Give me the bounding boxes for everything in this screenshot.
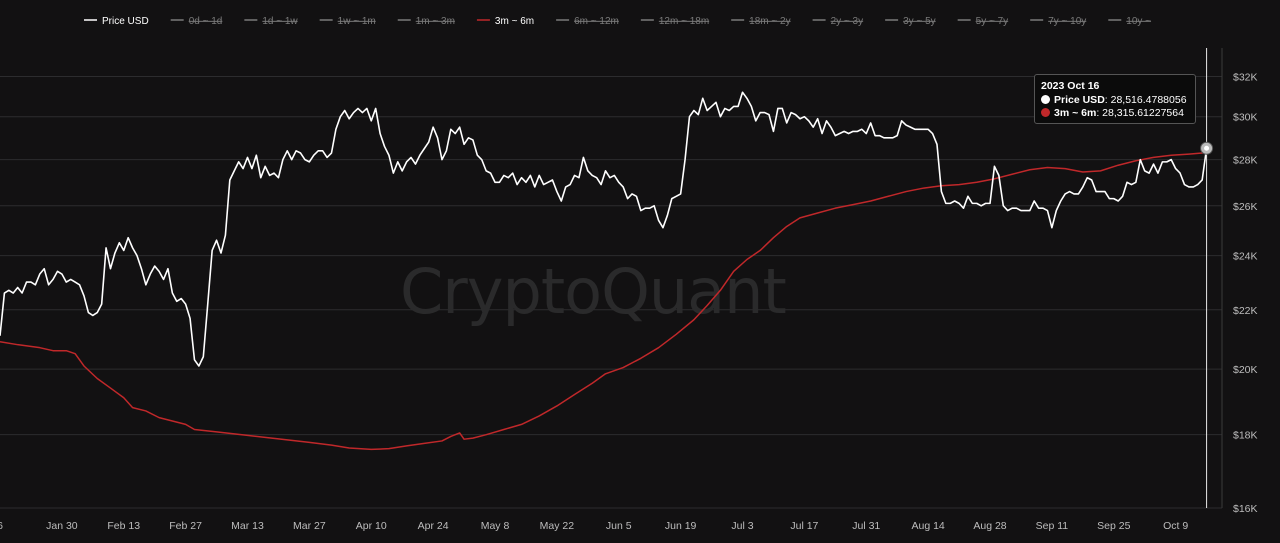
x-tick-label: Jul 3	[731, 520, 753, 532]
x-tick-label: Feb 13	[107, 520, 140, 532]
legend-item[interactable]: Price USD	[84, 16, 149, 27]
y-tick-label: $26K	[1233, 201, 1258, 213]
x-tick-label: Jul 17	[790, 520, 818, 532]
band-dot-icon	[1041, 108, 1050, 117]
legend-item[interactable]: 1m ~ 3m	[397, 16, 455, 27]
x-tick-label: Jun 5	[606, 520, 632, 532]
series-layer	[0, 91, 1208, 451]
legend: Price USD 0d ~ 1d 1d ~ 1w 1w ~ 1m 1m ~ 3m 3m …	[84, 16, 1151, 27]
x-tick-label: Apr 24	[418, 520, 449, 532]
x-tick-label: Mar 27	[293, 520, 326, 532]
y-tick-label: $30K	[1233, 112, 1258, 124]
tooltip-row-price: Price USD: 28,516.4788056	[1041, 94, 1189, 107]
x-tick-label: Jun 19	[665, 520, 697, 532]
legend-label: 7y ~ 10y	[1048, 16, 1086, 27]
legend-label: 1m ~ 3m	[416, 16, 455, 27]
x-tick-label: Feb 27	[169, 520, 202, 532]
tooltip-date: 2023 Oct 16	[1041, 80, 1100, 92]
legend-item[interactable]: 6m ~ 12m	[556, 16, 619, 27]
gridlines	[0, 76, 1222, 509]
legend-item[interactable]: 2y ~ 3y	[812, 16, 864, 27]
y-tick-label: $22K	[1233, 305, 1258, 317]
x-tick-label: May 22	[540, 520, 575, 532]
tooltip-value: 28,315.61227564	[1102, 107, 1184, 119]
legend-label: 0d ~ 1d	[189, 16, 223, 27]
x-tick-label: Sep 25	[1097, 520, 1130, 532]
legend-label: 10y ~	[1126, 16, 1151, 27]
legend-item[interactable]: 3y ~ 5y	[885, 16, 936, 27]
tooltip-value: 28,516.4788056	[1110, 94, 1187, 106]
legend-label: 1w ~ 1m	[338, 16, 376, 27]
legend-item[interactable]: 10y ~	[1108, 16, 1151, 27]
legend-item[interactable]: 1d ~ 1w	[244, 16, 298, 27]
watermark: CryptoQuant	[400, 255, 786, 328]
legend-item[interactable]: 18m ~ 2y	[731, 16, 791, 27]
x-tick-label: Sep 11	[1036, 520, 1069, 532]
price-dot-icon	[1041, 95, 1050, 104]
tooltip: 2023 Oct 16 Price USD: 28,516.4788056 3m…	[1034, 74, 1196, 124]
x-tick-label: Mar 13	[231, 520, 264, 532]
legend-label: 3y ~ 5y	[903, 16, 936, 27]
x-tick-label: 6	[0, 520, 3, 532]
legend-item[interactable]: 12m ~ 18m	[640, 16, 709, 27]
legend-label: Price USD	[102, 16, 149, 27]
legend-label: 1d ~ 1w	[262, 16, 298, 27]
y-axis-ticks: $16K $18K $20K $22K $24K $26K $28K $30K $32K	[1233, 72, 1258, 515]
y-tick-label: $32K	[1233, 72, 1258, 84]
y-tick-label: $16K	[1233, 503, 1258, 515]
legend-label: 3m ~ 6m	[495, 16, 534, 27]
tooltip-row-3m-6m: 3m ~ 6m: 28,315.61227564	[1041, 107, 1189, 120]
legend-label: 12m ~ 18m	[659, 16, 709, 27]
y-tick-label: $20K	[1233, 364, 1258, 376]
y-tick-label: $28K	[1233, 155, 1258, 167]
legend-label: 18m ~ 2y	[749, 16, 790, 27]
x-tick-label: Aug 28	[973, 520, 1006, 532]
x-tick-label: Oct 9	[1163, 520, 1188, 532]
x-tick-label: Apr 10	[356, 520, 387, 532]
series-line-price-usd	[0, 91, 1208, 367]
legend-item[interactable]: 1w ~ 1m	[319, 16, 376, 27]
x-tick-label: May 8	[481, 520, 510, 532]
legend-label: 2y ~ 3y	[831, 16, 864, 27]
tooltip-label: Price USD	[1054, 94, 1105, 106]
legend-item[interactable]: 3m ~ 6m	[476, 16, 534, 27]
legend-item[interactable]: 0d ~ 1d	[170, 16, 223, 27]
x-tick-label: Aug 14	[911, 520, 944, 532]
legend-item[interactable]: 7y ~ 10y	[1030, 16, 1086, 27]
series-line-3m-6m	[0, 151, 1207, 451]
legend-label: 6m ~ 12m	[574, 16, 619, 27]
x-tick-label: Jan 30	[46, 520, 78, 532]
tooltip-label: 3m ~ 6m	[1054, 107, 1097, 119]
legend-label: 5y ~ 7y	[976, 16, 1009, 27]
legend-item[interactable]: 5y ~ 7y	[957, 16, 1009, 27]
x-axis-ticks: 6 Jan 30 Feb 13 Feb 27 Mar 13 Mar 27 Apr 10 Apr…	[0, 520, 1188, 532]
hover-marker-inner	[1204, 145, 1210, 151]
y-tick-label: $18K	[1233, 430, 1258, 442]
y-tick-label: $24K	[1233, 251, 1258, 263]
x-tick-label: Jul 31	[852, 520, 880, 532]
